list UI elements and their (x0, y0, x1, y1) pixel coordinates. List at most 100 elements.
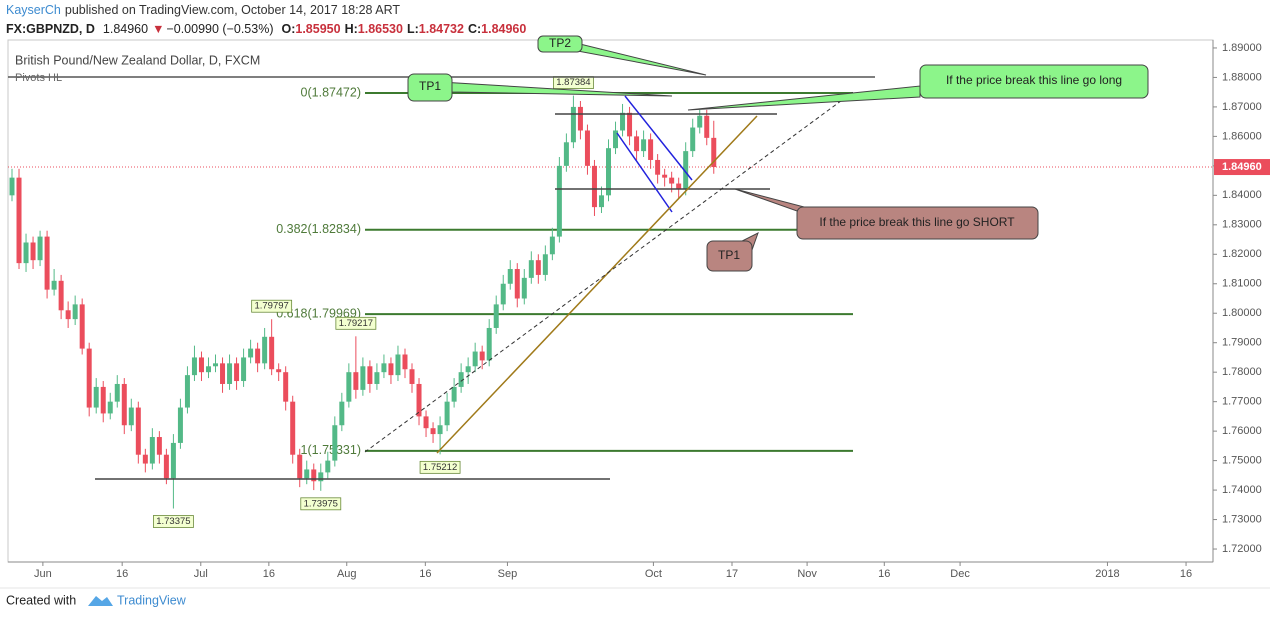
fib-label: 0.382(1.82834) (276, 222, 361, 236)
candle-body (198, 357, 204, 373)
x-tick-label: 16 (263, 568, 275, 580)
candle-body (93, 386, 99, 408)
y-tick-label: 1.73000 (1222, 513, 1262, 525)
y-tick-label: 1.72000 (1222, 543, 1262, 555)
x-tick-label: Jul (194, 568, 208, 580)
x-tick-label: 16 (1180, 568, 1192, 580)
candle-body (227, 363, 233, 384)
candle-body (170, 442, 176, 479)
header-line1: KayserCh published on TradingView.com, Oc… (6, 3, 400, 17)
symbol: FX:GBPNZD, D (6, 22, 95, 36)
candle-body (290, 401, 296, 455)
candle-body (669, 177, 675, 184)
candle-body (213, 363, 219, 367)
candle-body (79, 304, 85, 349)
candle-body (606, 148, 611, 196)
y-tick-label: 1.75000 (1222, 455, 1262, 467)
author[interactable]: KayserCh (6, 3, 61, 17)
y-tick-label: 1.82000 (1222, 248, 1262, 260)
candle-body (535, 260, 541, 275)
callout-box (796, 206, 1039, 240)
candle-body (142, 454, 148, 464)
l-value: 1.84732 (419, 22, 464, 36)
candle-body (655, 159, 661, 175)
candle-body (472, 351, 478, 367)
footer-brand[interactable]: TradingView (117, 593, 187, 607)
candle-body (584, 130, 590, 166)
candle-body (72, 304, 78, 320)
callout-box (537, 35, 583, 53)
candle-body (23, 242, 29, 264)
chart-subtitle: Pivots HL (15, 72, 62, 84)
fib-label: 1(1.75331) (301, 443, 361, 457)
callout-text: If the price break this line go long (946, 73, 1122, 87)
l-label: L: (407, 22, 419, 36)
candle-body (163, 454, 169, 479)
candle-body (416, 383, 422, 417)
candle-body (563, 142, 569, 166)
candle-body (318, 472, 324, 482)
header-line2: FX:GBPNZD, D 1.84960 ▼ −0.00990 (−0.53%) O:1… (6, 22, 526, 36)
candle-body (114, 383, 120, 402)
x-tick-label: 17 (726, 568, 738, 580)
fib-label: 0(1.87472) (301, 85, 361, 99)
price-tag-label: 1.87384 (556, 77, 590, 88)
candle-body (690, 127, 696, 152)
candle-body (325, 460, 331, 473)
callout-box (706, 240, 753, 272)
change: −0.00990 (−0.53%) (166, 22, 273, 36)
y-tick-label: 1.86000 (1222, 130, 1262, 142)
o-label: O: (281, 22, 295, 36)
candle-body (205, 366, 211, 373)
candle-body (493, 304, 499, 328)
candle-body (662, 174, 668, 178)
c-value: 1.84960 (481, 22, 526, 36)
candle-body (135, 407, 141, 455)
candle-body (521, 277, 527, 299)
candle-body (444, 401, 450, 426)
price-tag (300, 497, 342, 511)
candle-body (676, 183, 682, 190)
x-tick-label: Jun (34, 568, 52, 580)
candle-body (360, 366, 366, 390)
candle-body (697, 115, 703, 128)
candle-body (304, 469, 310, 479)
candle-body (9, 177, 15, 196)
candle-body (234, 363, 240, 382)
candle-body (86, 348, 92, 408)
candle-body (409, 369, 415, 384)
price-tag-label: 1.75212 (423, 462, 457, 473)
x-tick-label: Oct (645, 568, 662, 580)
y-tick-label: 1.84000 (1222, 189, 1262, 201)
candle-body (276, 369, 282, 373)
x-tick-label: Nov (797, 568, 817, 580)
candle-body (51, 280, 57, 290)
y-tick-label: 1.77000 (1222, 396, 1262, 408)
channel-line (624, 95, 693, 181)
callout-text: TP1 (718, 248, 740, 262)
callout-text: TP1 (419, 79, 441, 93)
trend-line (436, 115, 758, 454)
h-value: 1.86530 (358, 22, 403, 36)
y-tick-label: 1.74000 (1222, 484, 1262, 496)
candle-body (339, 401, 345, 426)
y-tick-label: 1.78000 (1222, 366, 1262, 378)
o-value: 1.85950 (295, 22, 340, 36)
candle-body (37, 236, 43, 261)
candle-body (423, 416, 429, 429)
last: 1.84960 (103, 22, 148, 36)
candle-body (641, 139, 647, 152)
price-tag-label: 1.79217 (339, 318, 373, 329)
price-tag (335, 316, 377, 330)
y-tick-label: 1.88000 (1222, 71, 1262, 83)
price-tag (251, 299, 293, 313)
candle-body (156, 437, 162, 455)
candle-body (121, 383, 127, 426)
candle-body (283, 372, 289, 402)
callouts: TP2 TP1 If the price break this line go … (407, 35, 1149, 272)
candle-body (346, 372, 352, 402)
candle-body (388, 363, 394, 376)
x-tick-label: 16 (419, 568, 431, 580)
x-tick-label: Dec (950, 568, 970, 580)
callout-text: TP2 (549, 36, 571, 50)
